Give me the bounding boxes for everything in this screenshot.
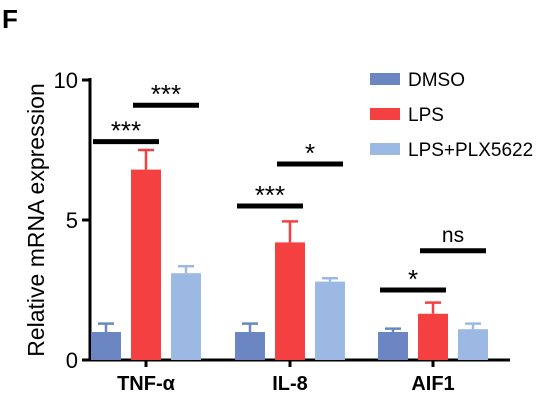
legend-swatch <box>370 143 400 155</box>
x-category-label: IL-8 <box>272 373 308 395</box>
x-category-label: AIF1 <box>411 373 454 395</box>
legend-label: LPS+PLX5622 <box>408 140 533 161</box>
legend-label: LPS <box>408 105 444 126</box>
significance-label: *** <box>111 116 141 146</box>
significance-label: * <box>408 264 418 294</box>
significance-label: *** <box>151 79 181 109</box>
bar <box>131 169 161 360</box>
legend-swatch <box>370 108 400 120</box>
y-axis-label: Relative mRNA expression <box>23 83 49 357</box>
legend: DMSO LPS LPS+PLX5622 <box>370 70 533 161</box>
bar <box>418 313 448 360</box>
panel-label: F <box>2 4 18 34</box>
y-tick-label: 0 <box>66 348 78 373</box>
significance-label: * <box>305 138 315 168</box>
bar <box>378 332 408 360</box>
legend-label: DMSO <box>408 70 465 91</box>
significance-label: ns <box>442 224 464 247</box>
bar <box>275 242 305 360</box>
bar <box>235 332 265 360</box>
bar <box>458 329 488 360</box>
x-category-label: TNF-α <box>117 373 176 395</box>
bar <box>315 281 345 360</box>
y-tick-label: 10 <box>54 68 78 93</box>
bar <box>91 332 121 360</box>
significance-label: *** <box>255 180 285 210</box>
bar <box>171 273 201 360</box>
y-tick-label: 5 <box>66 208 78 233</box>
legend-swatch <box>370 73 400 85</box>
